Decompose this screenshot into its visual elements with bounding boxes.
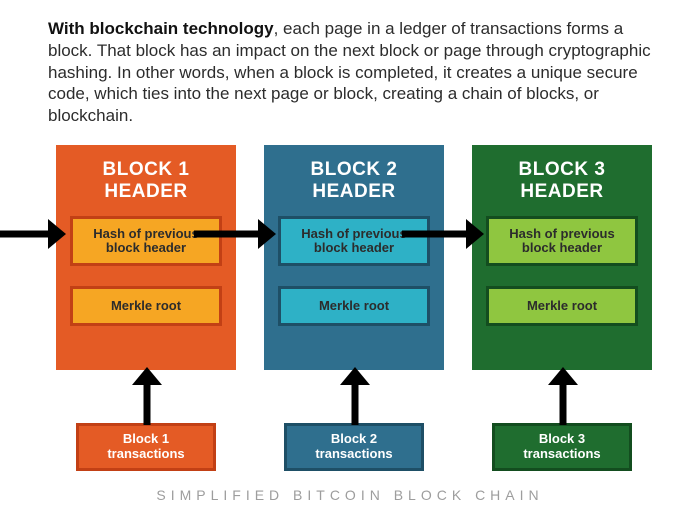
block-2-transactions: Block 2transactions: [284, 423, 424, 471]
arrow-up-1: [132, 367, 162, 430]
diagram-stage: BLOCK 1 HEADER Hash of previous block he…: [0, 127, 700, 487]
block-2: BLOCK 2 HEADER Hash of previous block he…: [264, 145, 444, 370]
block-2-header-l1: BLOCK 2: [278, 159, 430, 181]
block-3: BLOCK 3 HEADER Hash of previous block he…: [472, 145, 652, 370]
block-1: BLOCK 1 HEADER Hash of previous block he…: [56, 145, 236, 370]
arrow-up-3: [548, 367, 578, 430]
block-2-header: BLOCK 2 HEADER: [278, 159, 430, 203]
block-1-transactions: Block 1transactions: [76, 423, 216, 471]
intro-paragraph: With blockchain technology, each page in…: [0, 0, 700, 127]
block-1-header-l2: HEADER: [70, 181, 222, 203]
block-3-header-l2: HEADER: [486, 181, 638, 203]
block-2-hash-cell: Hash of previous block header: [278, 216, 430, 266]
block-3-merkle-cell: Merkle root: [486, 286, 638, 326]
block-3-transactions: Block 3transactions: [492, 423, 632, 471]
block-3-header-l1: BLOCK 3: [486, 159, 638, 181]
block-1-header: BLOCK 1 HEADER: [70, 159, 222, 203]
block-2-merkle-cell: Merkle root: [278, 286, 430, 326]
block-2-header-l2: HEADER: [278, 181, 430, 203]
block-1-merkle-cell: Merkle root: [70, 286, 222, 326]
block-1-hash-cell: Hash of previous block header: [70, 216, 222, 266]
block-3-hash-cell: Hash of previous block header: [486, 216, 638, 266]
arrow-up-2: [340, 367, 370, 430]
block-1-header-l1: BLOCK 1: [70, 159, 222, 181]
block-3-header: BLOCK 3 HEADER: [486, 159, 638, 203]
intro-lead: With blockchain technology: [48, 19, 274, 38]
diagram-caption: SIMPLIFIED BITCOIN BLOCK CHAIN: [0, 487, 700, 503]
